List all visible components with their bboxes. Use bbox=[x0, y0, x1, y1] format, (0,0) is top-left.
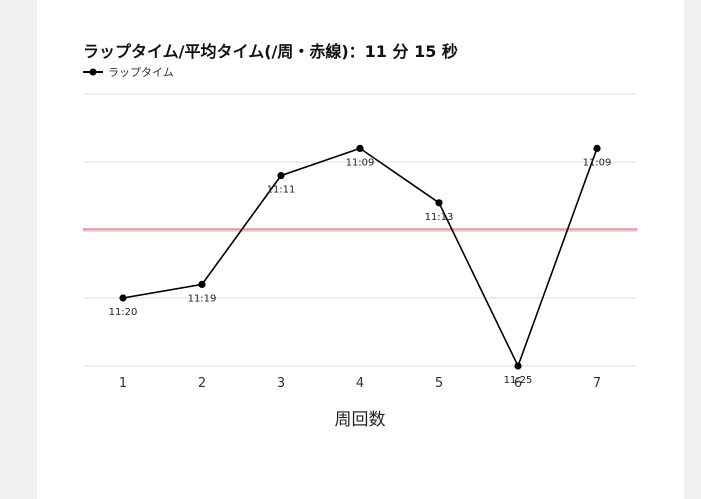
series-line bbox=[122, 147, 598, 369]
chart-card bbox=[37, 0, 684, 499]
x-tick-label-2: 2 bbox=[198, 376, 206, 391]
data-point-3 bbox=[277, 172, 285, 180]
data-label-5: 11:13 bbox=[425, 212, 454, 223]
x-tick-label-4: 4 bbox=[356, 376, 364, 391]
data-label-3: 11:11 bbox=[267, 185, 296, 196]
data-label-2: 11:19 bbox=[188, 293, 217, 304]
data-point-5 bbox=[435, 199, 443, 207]
data-label-4: 11:09 bbox=[346, 157, 375, 168]
data-point-4 bbox=[356, 144, 364, 152]
data-label-7: 11:09 bbox=[583, 157, 612, 168]
data-point-1 bbox=[119, 294, 127, 302]
data-point-7 bbox=[593, 144, 601, 152]
x-axis-label: 周回数 bbox=[335, 410, 386, 430]
legend: ラップタイム bbox=[83, 64, 174, 80]
legend-line-marker-icon bbox=[83, 68, 103, 76]
legend-label: ラップタイム bbox=[108, 66, 174, 79]
data-point-2 bbox=[198, 280, 206, 288]
x-tick-label-6: 6 bbox=[514, 376, 522, 391]
x-tick-label-1: 1 bbox=[119, 376, 127, 391]
data-point-6 bbox=[514, 362, 522, 370]
data-label-1: 11:20 bbox=[109, 307, 138, 318]
x-tick-label-3: 3 bbox=[277, 376, 285, 391]
chart-title: ラップタイム/平均タイム(/周・赤線)：11 分 15 秒 bbox=[83, 42, 458, 61]
x-tick-label-5: 5 bbox=[435, 376, 443, 391]
data-label-6: 11:25 bbox=[504, 375, 533, 386]
x-tick-label-7: 7 bbox=[593, 376, 601, 391]
